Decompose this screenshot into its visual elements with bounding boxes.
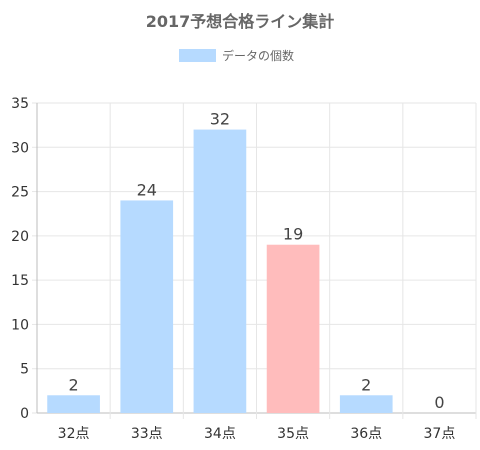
grid [32,102,477,419]
y-tick-label: 5 [20,362,29,378]
y-tick-label: 35 [11,96,29,112]
data-label: 0 [434,393,444,412]
bar-32点[interactable] [47,395,100,413]
x-tick-label: 32点 [58,426,90,442]
y-tick-label: 25 [11,185,29,201]
y-tick-label: 20 [11,229,29,245]
x-tick-label: 34点 [204,426,236,442]
data-label: 2 [68,375,78,394]
y-axis-ticks: 0 5 10 15 20 25 30 35 [11,96,29,422]
data-labels: 2 24 32 19 2 0 [68,110,444,412]
data-label: 2 [361,375,371,394]
x-tick-label: 37点 [424,426,456,442]
y-tick-label: 30 [11,140,29,156]
y-tick-label: 0 [20,406,29,422]
data-label: 24 [137,180,157,199]
legend-swatch [179,49,216,62]
bars [47,129,393,414]
x-axis-ticks: 32点 33点 34点 35点 36点 37点 [58,426,456,442]
bar-35点[interactable] [266,244,320,413]
x-tick-label: 33点 [131,426,163,442]
y-tick-label: 15 [11,273,29,289]
x-tick-label: 35点 [277,426,309,442]
bar-33点[interactable] [120,200,174,413]
legend-label: データの個数 [222,48,294,63]
y-tick-label: 10 [11,317,29,333]
legend[interactable]: データの個数 [179,48,294,63]
bar-36点[interactable] [339,395,393,413]
bar-34点[interactable] [193,129,247,414]
chart-title: 2017予想合格ライン集計 [146,12,335,31]
data-label: 19 [283,225,303,244]
data-label: 32 [210,110,230,129]
x-tick-label: 36点 [350,426,382,442]
